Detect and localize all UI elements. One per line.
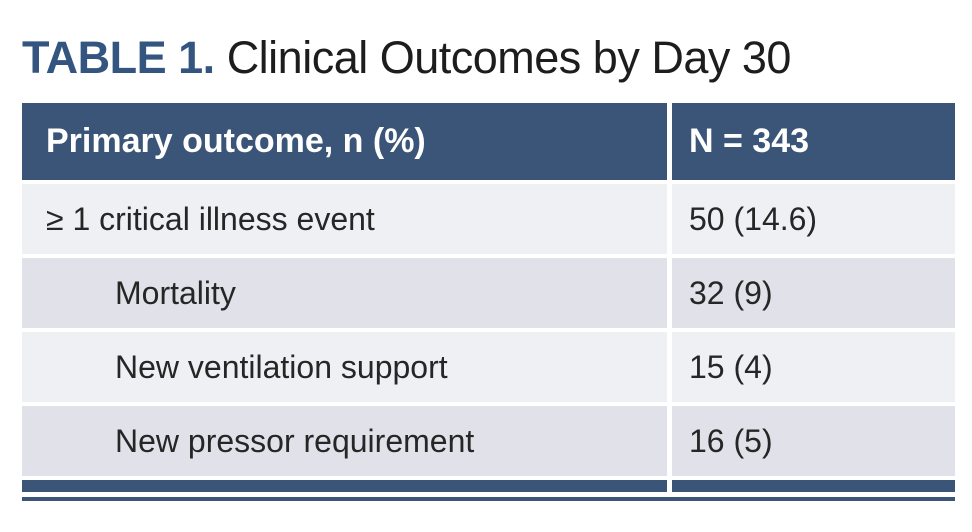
row-value-new-ventilation-support: 15 (4): [672, 332, 955, 402]
footer-bar-right: [672, 480, 955, 492]
row-label-new-ventilation-support: New ventilation support: [22, 332, 667, 402]
row-label-critical-illness-event: ≥ 1 critical illness event: [22, 184, 667, 254]
row-label-new-pressor-requirement: New pressor requirement: [22, 406, 667, 476]
outcomes-table: Primary outcome, n (%) N = 343 ≥ 1 criti…: [22, 103, 955, 492]
row-label-mortality: Mortality: [22, 258, 667, 328]
bottom-rule: [22, 497, 955, 501]
row-value-critical-illness-event: 50 (14.6): [672, 184, 955, 254]
column-header-n: N = 343: [672, 103, 955, 180]
table-title: TABLE 1. Clinical Outcomes by Day 30: [22, 30, 791, 86]
table-title-number: TABLE 1.: [22, 32, 215, 83]
row-value-mortality: 32 (9): [672, 258, 955, 328]
table-title-text: Clinical Outcomes by Day 30: [226, 32, 792, 83]
column-header-primary-outcome: Primary outcome, n (%): [22, 103, 667, 180]
footer-bar-left: [22, 480, 667, 492]
row-value-new-pressor-requirement: 16 (5): [672, 406, 955, 476]
